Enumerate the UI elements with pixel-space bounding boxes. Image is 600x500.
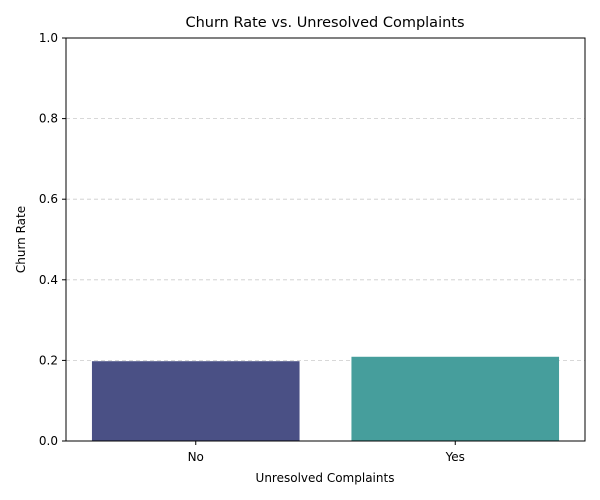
x-axis: No Yes <box>188 441 465 464</box>
x-tick-label: No <box>188 450 204 464</box>
bar-no <box>91 361 300 441</box>
y-tick-label: 1.0 <box>39 31 58 45</box>
bar-series <box>91 356 560 441</box>
chart-title: Churn Rate vs. Unresolved Complaints <box>185 15 464 31</box>
bar-yes <box>351 356 560 441</box>
y-tick-label: 0.0 <box>39 434 58 448</box>
x-tick-label: Yes <box>445 450 465 464</box>
y-tick-label: 0.2 <box>39 353 58 367</box>
y-tick-label: 0.6 <box>39 192 58 206</box>
y-axis: 0.0 0.2 0.4 0.6 0.8 1.0 <box>39 31 66 448</box>
y-axis-title: Churn Rate <box>14 206 28 273</box>
y-tick-label: 0.8 <box>39 112 58 126</box>
x-axis-title: Unresolved Complaints <box>256 471 395 485</box>
y-gridlines <box>66 118 585 361</box>
plot-frame <box>65 37 586 442</box>
y-tick-label: 0.4 <box>39 273 58 287</box>
